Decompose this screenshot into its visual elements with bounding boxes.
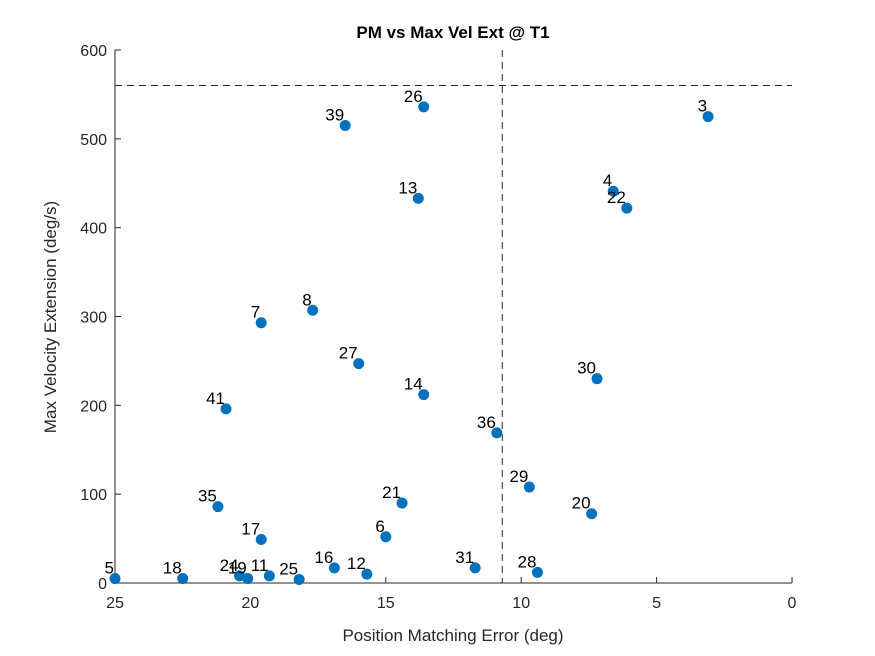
data-point-4 [607,185,619,197]
data-point-17 [255,533,267,545]
data-point-14 [418,389,430,401]
data-label-25: 25 [279,559,298,578]
data-label-11: 11 [251,556,269,575]
data-label-28: 28 [518,552,537,571]
reference-lines [115,50,792,583]
data-label-3: 3 [698,97,707,116]
data-label-24: 24 [220,556,239,575]
data-label-4: 4 [603,171,612,190]
chart-title: PM vs Max Vel Ext @ T1 [356,23,549,42]
y-tick-label: 200 [80,398,107,415]
y-tick-label: 0 [98,576,107,593]
data-point-36 [491,427,503,439]
data-label-29: 29 [509,467,528,486]
data-label-30: 30 [577,359,596,378]
data-point-31 [469,562,481,574]
data-label-12: 12 [347,554,366,573]
data-label-7: 7 [251,303,260,322]
data-label-41: 41 [206,389,225,408]
data-label-20: 20 [572,494,591,513]
data-label-36: 36 [477,413,496,432]
data-label-16: 16 [314,548,333,567]
data-point-12 [361,568,373,580]
data-point-27 [353,358,365,370]
x-tick-label: 0 [788,595,797,612]
data-label-17: 17 [241,519,260,538]
data-point-39 [339,120,351,132]
data-point-28 [531,566,543,578]
data-point-22 [621,202,633,214]
data-point-11 [263,570,275,582]
data-point-8 [307,304,319,316]
x-tick-label: 15 [377,595,395,612]
data-label-27: 27 [339,344,358,363]
y-tick-label: 500 [80,132,107,149]
data-label-21: 21 [382,483,401,502]
data-points [109,101,714,585]
x-tick-label: 20 [242,595,260,612]
data-point-3 [702,111,714,123]
data-label-8: 8 [302,290,311,309]
data-point-20 [586,508,598,520]
y-tick-label: 300 [80,310,107,327]
data-label-31: 31 [455,548,474,567]
y-tick-label: 400 [80,221,107,238]
data-point-29 [523,481,535,493]
data-label-39: 39 [325,106,344,125]
data-point-18 [177,573,189,585]
data-label-22: 22 [607,188,626,207]
data-point-6 [380,531,392,543]
data-label-6: 6 [375,517,384,536]
x-tick-label: 10 [512,595,530,612]
data-label-13: 13 [398,178,417,197]
data-point-25 [293,573,305,585]
data-point-13 [412,192,424,204]
data-label-26: 26 [404,87,423,106]
data-label-18: 18 [163,559,182,578]
data-label-19: 19 [228,559,247,578]
data-point-26 [418,101,430,113]
data-point-19 [242,573,254,585]
data-point-5 [109,573,121,585]
data-point-35 [212,501,224,513]
y-tick-label: 600 [80,43,107,60]
y-axis-label: Max Velocity Extension (deg/s) [41,201,60,433]
data-point-21 [396,497,408,509]
data-point-7 [255,317,267,329]
data-label-14: 14 [404,375,423,394]
data-label-5: 5 [105,559,114,578]
x-tick-label: 5 [652,595,661,612]
x-axis-label: Position Matching Error (deg) [342,626,563,645]
y-tick-label: 100 [80,487,107,504]
data-point-41 [220,403,232,415]
x-tick-label: 25 [106,595,124,612]
point-labels: 3 422 26 39 13 7 8 27 30 14 41 36 29 35 21 20 17 6 5 18 2419… [105,87,708,579]
data-point-16 [328,562,340,574]
data-point-30 [591,373,603,385]
data-label-35: 35 [198,487,217,506]
